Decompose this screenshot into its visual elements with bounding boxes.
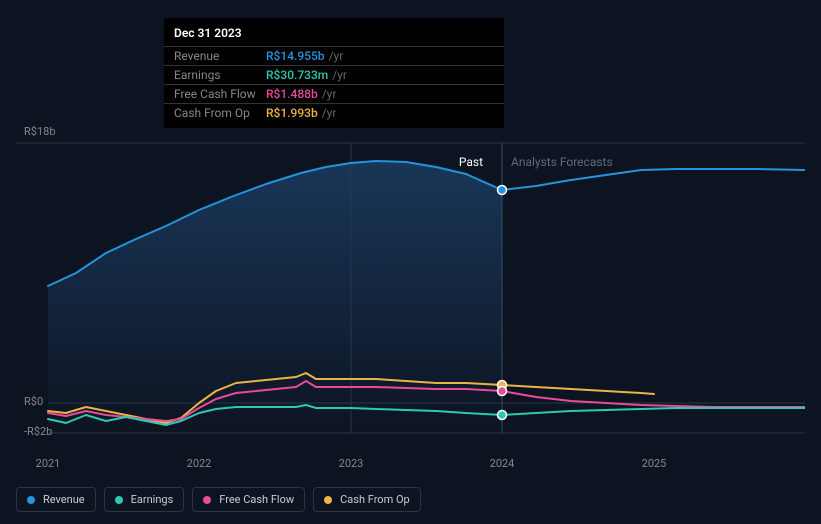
legend-label: Revenue — [43, 493, 85, 506]
legend: Revenue Earnings Free Cash Flow Cash From O… — [16, 487, 421, 512]
tooltip-row: RevenueR$14.955b/yr — [164, 46, 504, 65]
y-axis-label: -R$2b — [24, 425, 52, 438]
marker-free-cash-flow — [498, 387, 507, 396]
legend-item[interactable]: Revenue — [16, 487, 96, 512]
x-axis-label: 2023 — [339, 457, 364, 470]
tooltip-row: EarningsR$30.733m/yr — [164, 65, 504, 84]
past-label: Past — [459, 155, 483, 169]
tooltip-value: R$14.955b — [266, 49, 325, 63]
legend-item[interactable]: Earnings — [104, 487, 185, 512]
legend-item[interactable]: Cash From Op — [313, 487, 421, 512]
x-axis-label: 2022 — [187, 457, 212, 470]
tooltip-row: Cash From OpR$1.993b/yr — [164, 103, 504, 122]
tooltip-date: Dec 31 2023 — [164, 24, 504, 46]
legend-dot — [324, 496, 332, 504]
legend-dot — [115, 496, 123, 504]
legend-label: Free Cash Flow — [219, 493, 294, 506]
marker-earnings — [498, 411, 507, 420]
marker-revenue — [498, 186, 507, 195]
y-axis-label: R$0 — [24, 395, 43, 408]
tooltip-value: R$1.488b — [266, 87, 318, 101]
tooltip-value: R$30.733m — [266, 68, 328, 82]
x-axis-label: 2024 — [490, 457, 515, 470]
legend-label: Earnings — [131, 493, 174, 506]
legend-label: Cash From Op — [340, 493, 410, 506]
tooltip-unit: /yr — [322, 87, 337, 101]
tooltip-row: Free Cash FlowR$1.488b/yr — [164, 84, 504, 103]
tooltip-label: Free Cash Flow — [174, 87, 266, 101]
tooltip-unit: /yr — [332, 68, 347, 82]
tooltip-label: Cash From Op — [174, 106, 266, 120]
forecast-label: Analysts Forecasts — [511, 155, 613, 169]
tooltip: Dec 31 2023 RevenueR$14.955b/yrEarningsR… — [164, 18, 504, 128]
legend-dot — [203, 496, 211, 504]
tooltip-label: Earnings — [174, 68, 266, 82]
legend-item[interactable]: Free Cash Flow — [192, 487, 305, 512]
tooltip-label: Revenue — [174, 49, 266, 63]
tooltip-value: R$1.993b — [266, 106, 318, 120]
x-axis-label: 2025 — [642, 457, 667, 470]
tooltip-unit: /yr — [322, 106, 337, 120]
legend-dot — [27, 496, 35, 504]
chart: R$18bR$0-R$2b 20212022202320242025 Past … — [16, 125, 805, 469]
x-axis-label: 2021 — [36, 457, 61, 470]
y-axis-label: R$18b — [24, 125, 56, 138]
tooltip-unit: /yr — [329, 49, 344, 63]
chart-svg — [16, 125, 805, 469]
